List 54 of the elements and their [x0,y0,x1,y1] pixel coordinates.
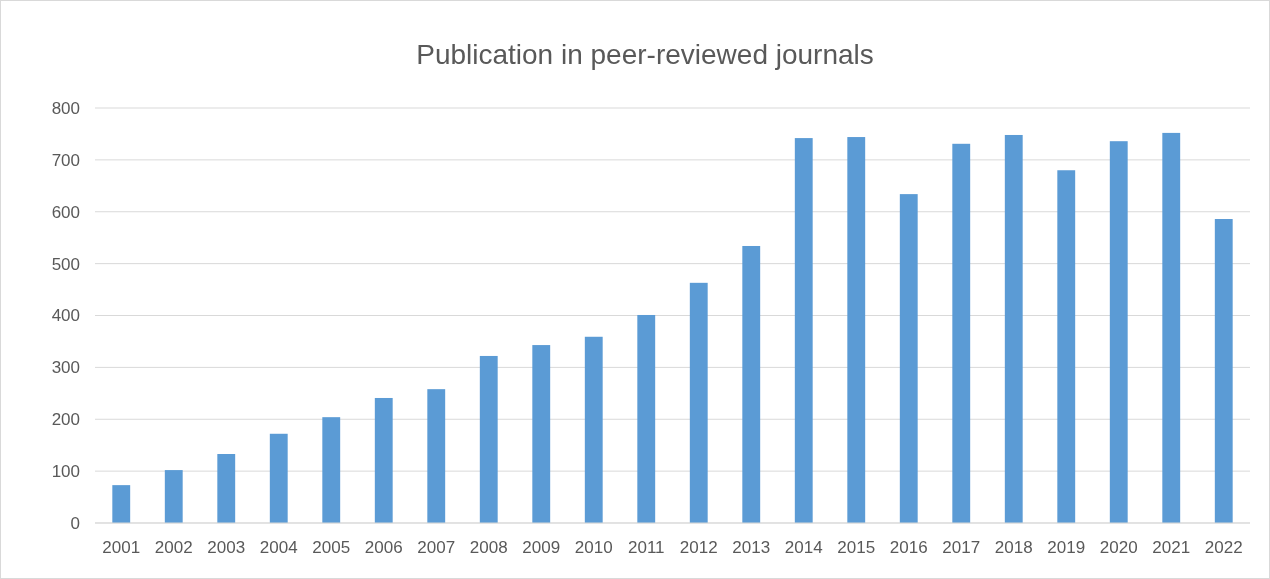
bar [374,397,393,523]
bar [479,355,498,523]
bar [847,137,866,523]
bar [427,389,446,523]
bar [1162,132,1181,523]
x-tick-label: 2019 [1047,538,1086,557]
x-tick-label: 2013 [732,538,771,557]
y-tick-label: 400 [51,306,80,326]
y-tick-label: 600 [51,202,80,222]
x-tick-label: 2002 [154,538,193,557]
bar [1214,219,1233,523]
x-tick-label: 2001 [102,538,141,557]
x-tick-label: 2005 [312,538,351,557]
x-tick-label: 2021 [1152,538,1191,557]
x-tick-label: 2008 [469,538,508,557]
bar [742,245,761,523]
x-tick-label: 2004 [259,538,298,557]
bar [899,194,918,523]
bar [952,143,971,523]
bar [322,417,341,523]
x-tick-label: 2012 [679,538,718,557]
x-tick-label: 2016 [889,538,928,557]
x-tick-label: 2014 [784,538,823,557]
chart-title: Publication in peer-reviewed journals [416,39,874,70]
bar [1004,134,1023,523]
bar [1109,141,1128,523]
bar [1057,170,1076,523]
bar [217,454,236,523]
bar [112,485,131,523]
bar [164,470,183,523]
x-tick-label: 2003 [207,538,246,557]
x-tick-label: 2020 [1099,538,1138,557]
x-tick-label: 2007 [417,538,456,557]
x-tick-label: 2006 [364,538,403,557]
y-tick-label: 300 [51,358,80,378]
x-tick-label: 2011 [627,538,665,557]
x-tick-label: 2015 [837,538,876,557]
y-tick-label: 500 [51,254,80,274]
bar [532,345,551,523]
y-tick-label: 700 [51,150,80,170]
x-tick-label: 2022 [1204,538,1243,557]
y-tick-label: 100 [51,462,80,482]
x-tick-label: 2017 [942,538,981,557]
x-tick-label: 2018 [994,538,1033,557]
x-tick-label: 2010 [574,538,613,557]
bar [637,314,656,523]
bar [269,433,288,523]
bar [794,138,813,523]
y-tick-label: 0 [70,513,80,533]
bar [584,336,603,523]
y-tick-label: 800 [51,98,80,118]
y-tick-label: 200 [51,410,80,430]
bar [689,282,708,523]
x-tick-label: 2009 [522,538,561,557]
